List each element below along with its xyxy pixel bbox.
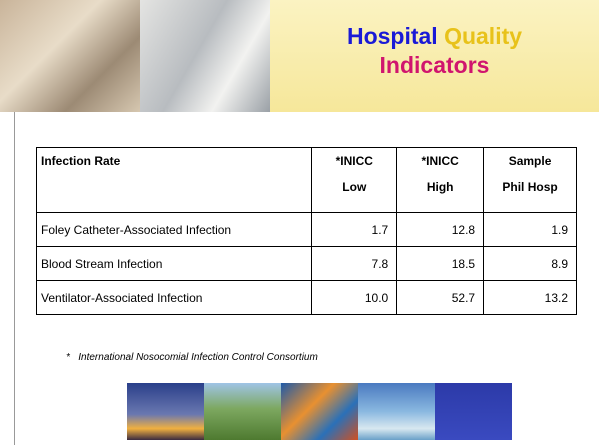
photo-equipment	[140, 0, 270, 112]
row-label: Ventilator-Associated Infection	[37, 281, 312, 315]
row-label: Foley Catheter-Associated Infection	[37, 213, 312, 247]
photo-reef	[281, 383, 358, 440]
row-label: Blood Stream Infection	[37, 247, 312, 281]
cell-value: 18.5	[397, 247, 484, 281]
footnote-text: International Nosocomial Infection Contr…	[78, 352, 318, 363]
cell-value: 52.7	[397, 281, 484, 315]
slide: Hospital Quality Indicators Infection Ra…	[0, 0, 599, 445]
photo-city	[127, 383, 204, 440]
header-text: Sample	[488, 148, 572, 174]
header-text: Phil Hosp	[488, 174, 572, 200]
header-text: Infection Rate	[41, 148, 307, 174]
header-text: Low	[316, 174, 392, 200]
slide-title: Hospital Quality Indicators	[270, 22, 599, 80]
photo-hills	[204, 383, 281, 440]
footnote: * International Nosocomial Infection Con…	[66, 352, 318, 363]
cell-value: 1.7	[312, 213, 397, 247]
cell-value: 1.9	[484, 213, 577, 247]
title-part: Quality	[444, 23, 522, 49]
cell-value: 13.2	[484, 281, 577, 315]
border-line	[14, 112, 15, 445]
photo-beach	[358, 383, 435, 440]
cell-value: 12.8	[397, 213, 484, 247]
cell-value: 7.8	[312, 247, 397, 281]
cell-value: 10.0	[312, 281, 397, 315]
header-text: *INICC	[401, 148, 479, 174]
header-text: *INICC	[316, 148, 392, 174]
photo-staff	[0, 0, 140, 112]
footnote-mark: *	[66, 352, 70, 363]
title-part: Indicators	[380, 52, 490, 78]
header-text: High	[401, 174, 479, 200]
cell-value: 8.9	[484, 247, 577, 281]
photo-blue	[435, 383, 512, 440]
header-cell: Infection Rate	[37, 148, 312, 213]
title-part: Hospital	[347, 23, 438, 49]
